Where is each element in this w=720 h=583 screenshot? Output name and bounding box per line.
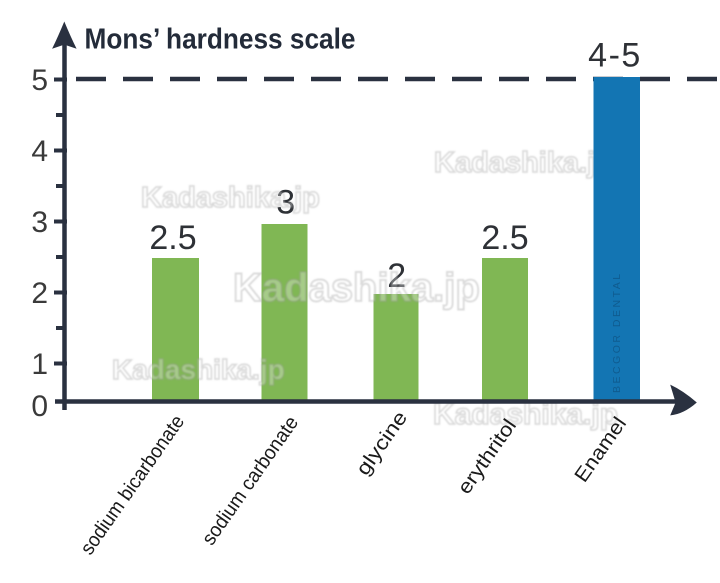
svg-text:0: 0 xyxy=(31,390,48,423)
svg-text:3: 3 xyxy=(31,206,48,239)
svg-text:4: 4 xyxy=(31,135,48,168)
svg-text:2: 2 xyxy=(31,277,48,310)
svg-text:Kadashika.jp: Kadashika.jp xyxy=(434,147,613,179)
svg-text:2.5: 2.5 xyxy=(481,219,528,257)
svg-text:Mons’ hardness scale: Mons’ hardness scale xyxy=(85,24,356,56)
svg-text:Kadashika.jp: Kadashika.jp xyxy=(233,266,480,310)
svg-text:2.5: 2.5 xyxy=(149,219,196,257)
svg-text:Kadashika.jp: Kadashika.jp xyxy=(141,182,320,214)
svg-text:Kadashika.jp: Kadashika.jp xyxy=(112,354,285,385)
svg-text:3: 3 xyxy=(276,183,295,221)
svg-text:BECGOR DENTAL: BECGOR DENTAL xyxy=(611,271,623,393)
svg-text:5: 5 xyxy=(31,64,48,97)
svg-text:2: 2 xyxy=(387,257,406,295)
svg-text:1: 1 xyxy=(31,348,48,381)
svg-text:4-5: 4-5 xyxy=(588,36,642,74)
